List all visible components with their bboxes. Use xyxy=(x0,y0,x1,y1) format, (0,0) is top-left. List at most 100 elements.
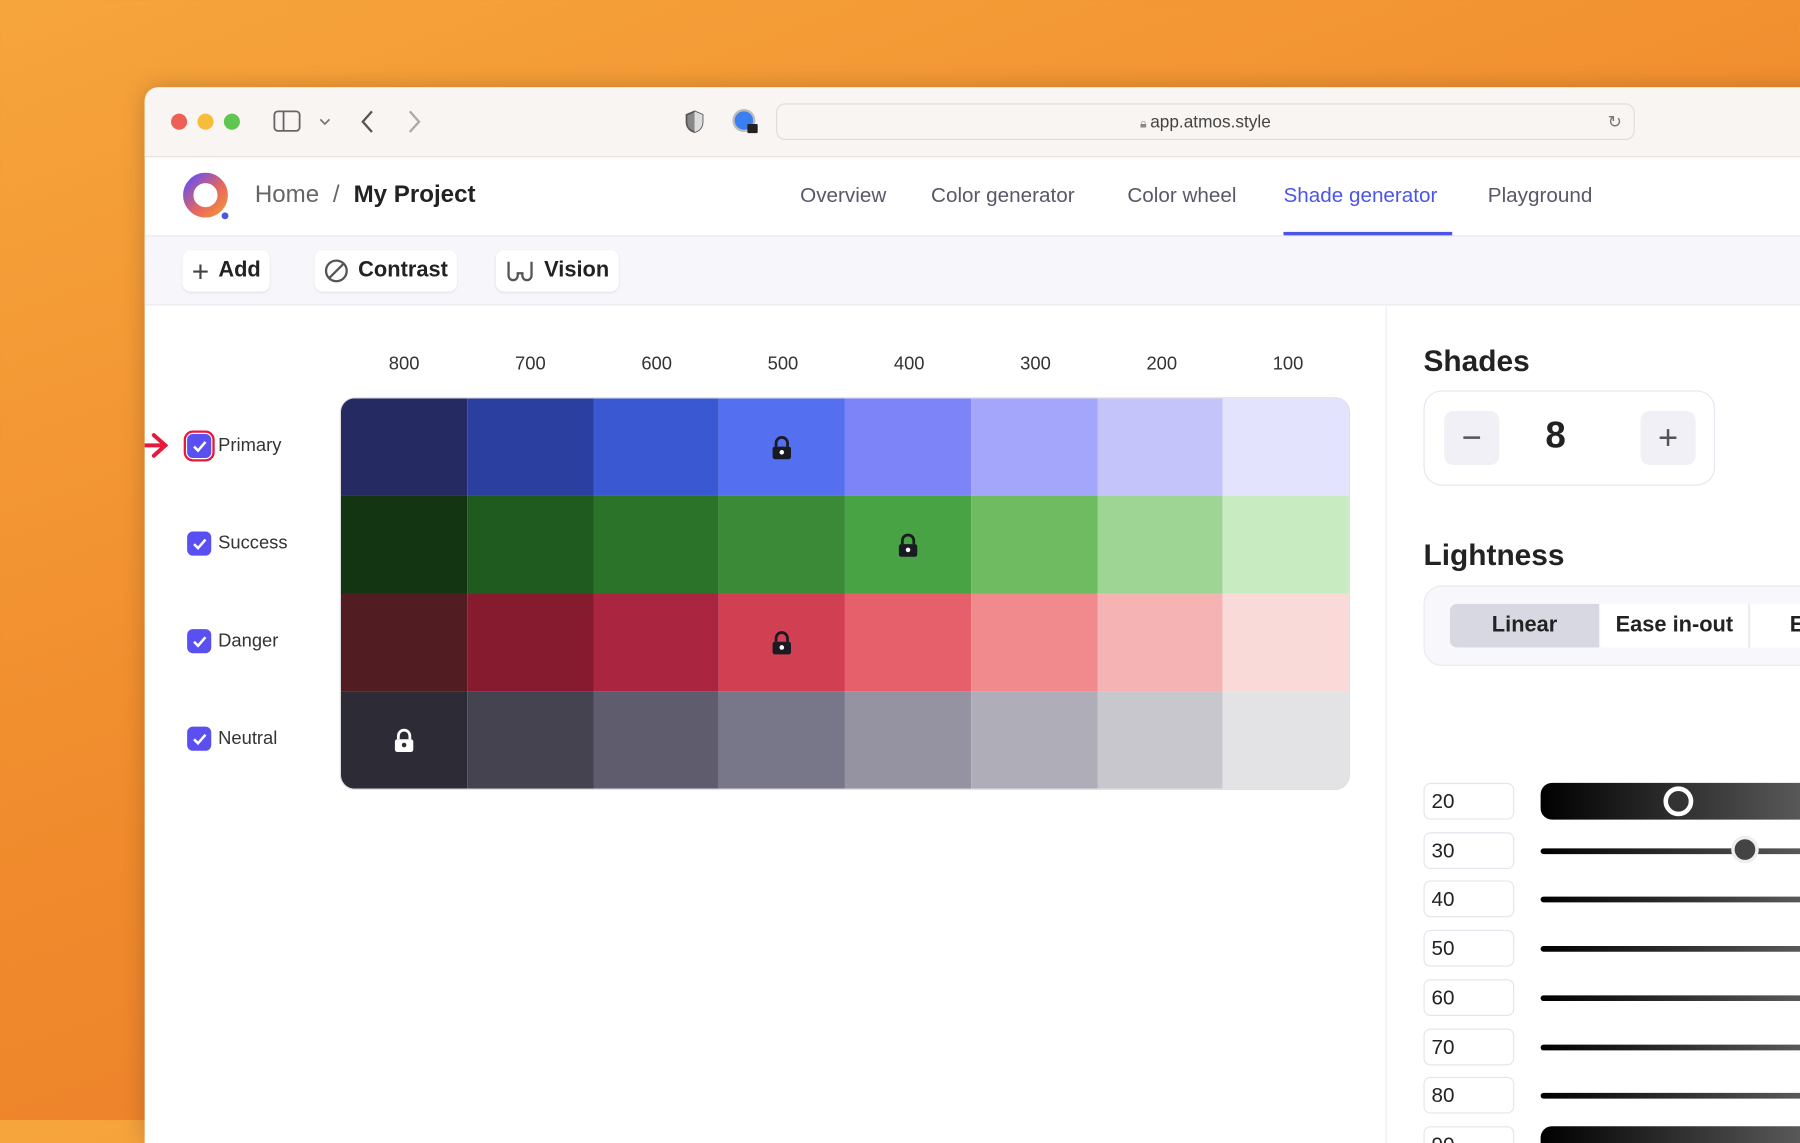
swatch-success-400[interactable] xyxy=(844,495,971,594)
slider-thumb[interactable] xyxy=(1731,835,1760,863)
swatch-primary-400[interactable] xyxy=(844,398,971,496)
swatch-success-600[interactable] xyxy=(592,495,719,594)
shield-icon[interactable] xyxy=(684,109,705,134)
lock-icon[interactable] xyxy=(896,532,919,557)
lightness-input[interactable]: 50 xyxy=(1423,929,1515,967)
checkbox[interactable] xyxy=(187,531,212,556)
url-text: app.atmos.style xyxy=(1150,112,1271,133)
vision-label: Vision xyxy=(544,258,610,283)
lock-icon[interactable] xyxy=(770,435,793,460)
app-logo[interactable] xyxy=(181,171,234,224)
swatch-danger-700[interactable] xyxy=(466,593,593,692)
swatch-success-200[interactable] xyxy=(1096,495,1223,594)
maximize-window-button[interactable] xyxy=(223,113,240,130)
sidebar-toggle-icon[interactable] xyxy=(273,110,301,133)
swatch-neutral-500[interactable] xyxy=(718,691,845,789)
lightness-input[interactable]: 60 xyxy=(1423,979,1515,1016)
row-label: Primary xyxy=(218,435,282,456)
swatch-success-100[interactable] xyxy=(1222,495,1349,594)
forward-icon[interactable] xyxy=(406,109,422,134)
shades-count[interactable]: 8 xyxy=(1545,414,1566,456)
lightness-input[interactable]: 70 xyxy=(1423,1028,1515,1065)
lightness-input[interactable]: 40 xyxy=(1423,880,1515,918)
swatch-danger-800[interactable] xyxy=(340,593,467,692)
swatch-danger-100[interactable] xyxy=(1222,593,1349,692)
lightness-slider[interactable] xyxy=(1540,848,1800,854)
lightness-input[interactable]: 80 xyxy=(1423,1077,1515,1114)
lightness-slider[interactable] xyxy=(1540,1093,1800,1099)
swatch-primary-800[interactable] xyxy=(340,398,467,496)
curve-other[interactable]: E xyxy=(1750,603,1800,648)
close-window-button[interactable] xyxy=(171,113,188,130)
tab-shade-generator[interactable]: Shade generator xyxy=(1283,183,1438,207)
lightness-input[interactable]: 90 xyxy=(1423,1126,1515,1143)
swatch-neutral-300[interactable] xyxy=(970,691,1097,789)
swatch-primary-600[interactable] xyxy=(592,398,719,496)
tab-overview[interactable]: Overview xyxy=(800,183,887,207)
swatch-success-500[interactable] xyxy=(718,495,845,594)
swatch-danger-600[interactable] xyxy=(592,593,719,692)
lightness-input[interactable]: 30 xyxy=(1423,831,1515,869)
lock-icon: 🔒︎ xyxy=(1139,117,1151,131)
curve-selector: Linear Ease in-out E xyxy=(1423,585,1800,666)
swatch-neutral-200[interactable] xyxy=(1096,691,1223,789)
tab-color-wheel[interactable]: Color wheel xyxy=(1127,183,1237,207)
lightness-slider[interactable] xyxy=(1540,995,1800,1001)
curve-ease-in-out[interactable]: Ease in-out xyxy=(1600,603,1750,648)
swatch-primary-200[interactable] xyxy=(1096,398,1223,496)
row-primary[interactable]: Primary xyxy=(183,430,282,462)
lightness-input[interactable]: 20 xyxy=(1423,782,1515,820)
swatch-primary-500[interactable] xyxy=(718,398,845,496)
swatch-neutral-800[interactable] xyxy=(340,691,467,789)
swatch-success-800[interactable] xyxy=(340,495,467,594)
swatch-success-300[interactable] xyxy=(970,495,1097,594)
checkbox[interactable] xyxy=(187,726,212,751)
tab-playground[interactable]: Playground xyxy=(1487,183,1593,207)
swatch-primary-100[interactable] xyxy=(1222,398,1349,496)
breadcrumb-separator: / xyxy=(332,181,340,208)
contrast-button[interactable]: Contrast xyxy=(314,250,458,292)
lightness-slider[interactable] xyxy=(1540,897,1800,903)
checkbox[interactable] xyxy=(183,430,215,462)
swatch-danger-200[interactable] xyxy=(1096,593,1223,692)
row-neutral[interactable]: Neutral xyxy=(187,726,277,751)
swatch-primary-700[interactable] xyxy=(466,398,593,496)
curve-linear[interactable]: Linear xyxy=(1449,603,1600,648)
swatch-danger-300[interactable] xyxy=(970,593,1097,692)
swatch-danger-500[interactable] xyxy=(718,593,845,692)
password-icon[interactable] xyxy=(731,108,759,136)
lock-icon[interactable] xyxy=(392,727,415,752)
swatch-neutral-100[interactable] xyxy=(1222,691,1349,789)
lightness-slider[interactable] xyxy=(1540,946,1800,952)
tab-color-generator[interactable]: Color generator xyxy=(931,183,1075,207)
swatch-neutral-400[interactable] xyxy=(844,691,971,789)
swatch-success-700[interactable] xyxy=(466,495,593,594)
address-bar[interactable]: 🔒︎ app.atmos.style ↻ xyxy=(776,103,1635,141)
browser-titlebar: 🔒︎ app.atmos.style ↻ xyxy=(144,87,1800,158)
lightness-title: Lightness xyxy=(1423,537,1565,572)
decrement-button[interactable]: − xyxy=(1444,410,1500,465)
lightness-slider[interactable] xyxy=(1540,1044,1800,1050)
swatch-primary-300[interactable] xyxy=(970,398,1097,496)
checkbox[interactable] xyxy=(187,629,212,654)
shades-stepper: − 8 + xyxy=(1423,390,1716,486)
swatch-neutral-600[interactable] xyxy=(592,691,719,789)
chevron-down-icon[interactable] xyxy=(318,116,332,127)
reload-icon[interactable]: ↻ xyxy=(1607,112,1623,133)
row-danger[interactable]: Danger xyxy=(187,629,278,654)
swatch-neutral-700[interactable] xyxy=(466,691,593,789)
check-icon xyxy=(192,635,206,648)
increment-button[interactable]: + xyxy=(1640,410,1696,465)
add-button[interactable]: + Add xyxy=(182,250,270,292)
vision-button[interactable]: Vision xyxy=(495,250,619,292)
column-header: 800 xyxy=(388,354,420,375)
swatch-danger-400[interactable] xyxy=(844,593,971,692)
lightness-slider[interactable] xyxy=(1540,1126,1800,1143)
slider-thumb[interactable] xyxy=(1662,786,1693,817)
lock-icon[interactable] xyxy=(770,630,793,655)
minimize-window-button[interactable] xyxy=(197,113,214,130)
breadcrumb-home[interactable]: Home xyxy=(254,181,320,208)
back-icon[interactable] xyxy=(359,109,375,134)
breadcrumb-project: My Project xyxy=(353,181,476,208)
row-success[interactable]: Success xyxy=(187,531,288,556)
